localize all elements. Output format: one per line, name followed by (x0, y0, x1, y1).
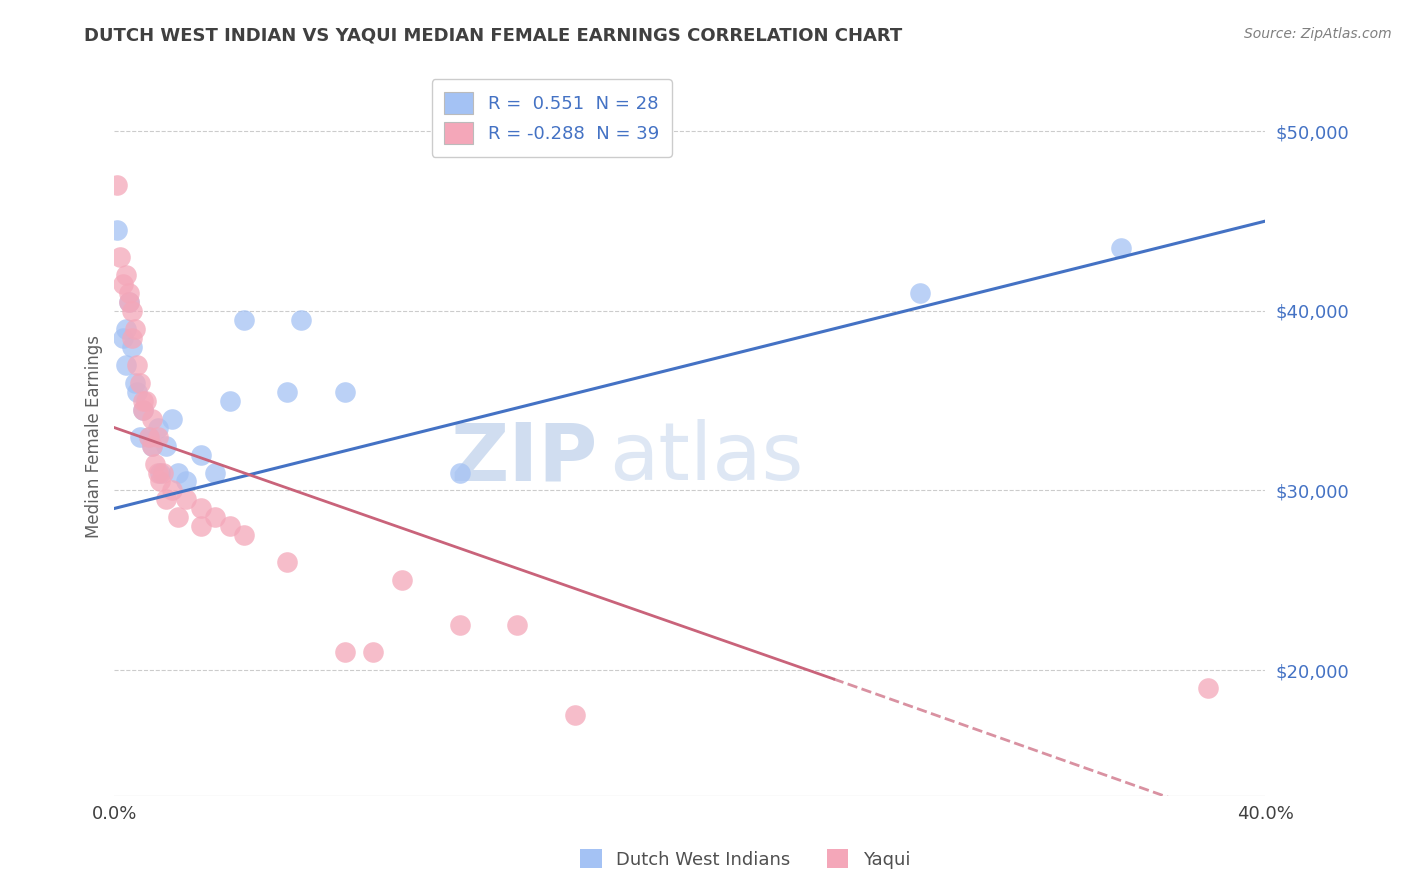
Legend: Dutch West Indians, Yaqui: Dutch West Indians, Yaqui (572, 842, 918, 876)
Point (204, 510, 226, 524)
Y-axis label: Median Female Earnings: Median Female Earnings (86, 335, 103, 538)
Point (908, 285, 931, 300)
Point (449, 466, 471, 480)
Point (160, 483, 183, 498)
Point (129, 376, 152, 390)
Point (141, 411, 163, 425)
Point (118, 294, 141, 309)
Point (391, 574, 413, 588)
Point (127, 384, 149, 399)
Point (132, 402, 155, 417)
Point (333, 384, 356, 399)
Point (118, 294, 141, 309)
Point (232, 528, 254, 542)
Point (146, 420, 169, 434)
Point (146, 429, 169, 443)
Point (121, 340, 143, 354)
Point (105, 223, 128, 237)
Point (112, 331, 135, 345)
Point (564, 708, 586, 723)
Point (276, 384, 298, 399)
Point (176, 492, 198, 507)
Text: atlas: atlas (609, 419, 804, 497)
Point (363, 645, 385, 659)
Point (152, 466, 174, 480)
Point (141, 439, 163, 453)
Point (132, 402, 155, 417)
Point (218, 519, 240, 533)
Point (333, 645, 356, 659)
Point (143, 457, 166, 471)
Legend: R =  0.551  N = 28, R = -0.288  N = 39: R = 0.551 N = 28, R = -0.288 N = 39 (432, 79, 672, 157)
Text: ZIP: ZIP (450, 419, 598, 497)
Point (204, 466, 226, 480)
Point (149, 475, 172, 489)
Text: DUTCH WEST INDIAN VS YAQUI MEDIAN FEMALE EARNINGS CORRELATION CHART: DUTCH WEST INDIAN VS YAQUI MEDIAN FEMALE… (84, 27, 903, 45)
Point (155, 439, 177, 453)
Point (1111, 241, 1133, 255)
Point (141, 439, 163, 453)
Point (190, 519, 212, 533)
Point (276, 555, 298, 569)
Point (124, 376, 146, 390)
Point (115, 322, 138, 336)
Point (506, 618, 529, 632)
Point (129, 429, 152, 443)
Point (449, 618, 471, 632)
Point (146, 466, 169, 480)
Point (166, 466, 188, 480)
Point (115, 268, 138, 282)
Point (160, 411, 183, 425)
Point (176, 475, 198, 489)
Point (138, 429, 160, 443)
Point (105, 178, 128, 193)
Point (232, 313, 254, 327)
Point (218, 393, 240, 408)
Text: Source: ZipAtlas.com: Source: ZipAtlas.com (1244, 27, 1392, 41)
Point (1197, 681, 1219, 695)
Point (135, 393, 157, 408)
Point (132, 393, 155, 408)
Point (190, 448, 212, 462)
Point (290, 313, 312, 327)
Point (108, 250, 131, 264)
Point (155, 492, 177, 507)
Point (149, 466, 172, 480)
Point (115, 358, 138, 372)
Point (190, 501, 212, 516)
Point (121, 304, 143, 318)
Point (166, 510, 188, 524)
Point (121, 331, 143, 345)
Point (118, 285, 141, 300)
Point (124, 322, 146, 336)
Point (112, 277, 135, 291)
Point (138, 429, 160, 443)
Point (127, 358, 149, 372)
